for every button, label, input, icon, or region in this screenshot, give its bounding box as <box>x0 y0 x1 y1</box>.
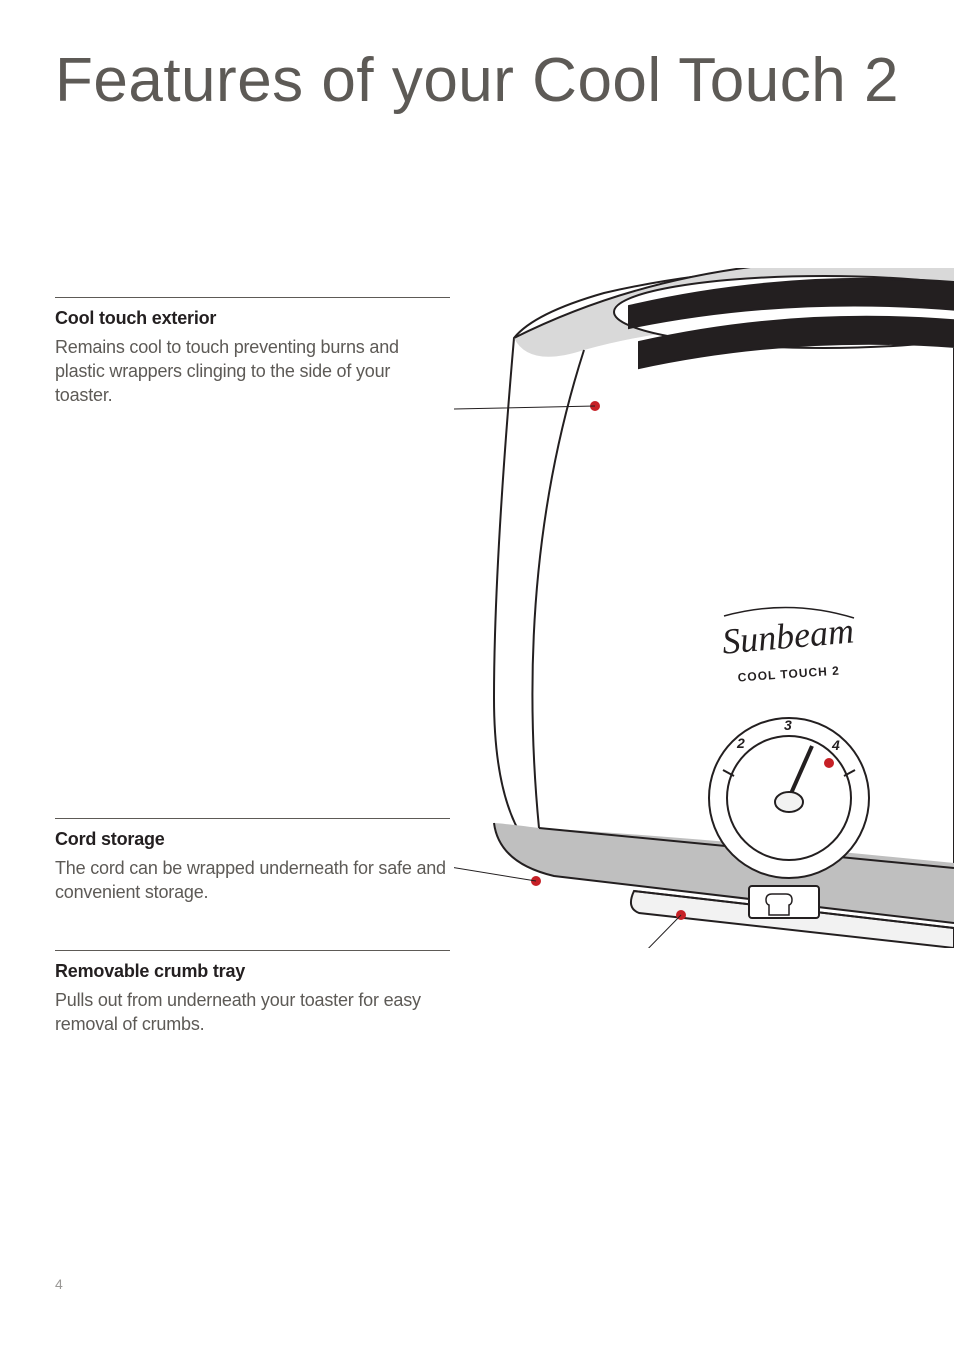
page: Features of your Cool Touch 2 Cool touch… <box>0 0 954 1352</box>
feature-cool-touch-exterior: Cool touch exterior Remains cool to touc… <box>55 297 450 407</box>
feature-body: Remains cool to touch preventing burns a… <box>55 335 450 407</box>
feature-heading: Cool touch exterior <box>55 308 450 329</box>
feature-cord-storage: Cord storage The cord can be wrapped und… <box>55 818 450 904</box>
dial-number: 4 <box>831 737 840 753</box>
feature-rule <box>55 297 450 298</box>
feature-rule <box>55 950 450 951</box>
dial-number: 3 <box>784 717 792 733</box>
page-number: 4 <box>55 1276 63 1292</box>
toaster-illustration: 2 3 4 Sunbeam COOL TOUCH 2 <box>454 268 954 948</box>
callout-dot-icon <box>824 758 834 768</box>
page-title: Features of your Cool Touch 2 <box>55 45 899 116</box>
browning-dial-icon <box>709 718 869 878</box>
feature-rule <box>55 818 450 819</box>
feature-crumb-tray: Removable crumb tray Pulls out from unde… <box>55 950 450 1036</box>
feature-heading: Cord storage <box>55 829 450 850</box>
feature-body: The cord can be wrapped underneath for s… <box>55 856 450 904</box>
cancel-button-icon <box>749 886 819 918</box>
feature-body: Pulls out from underneath your toaster f… <box>55 988 450 1036</box>
feature-heading: Removable crumb tray <box>55 961 450 982</box>
dial-number: 2 <box>736 735 745 751</box>
